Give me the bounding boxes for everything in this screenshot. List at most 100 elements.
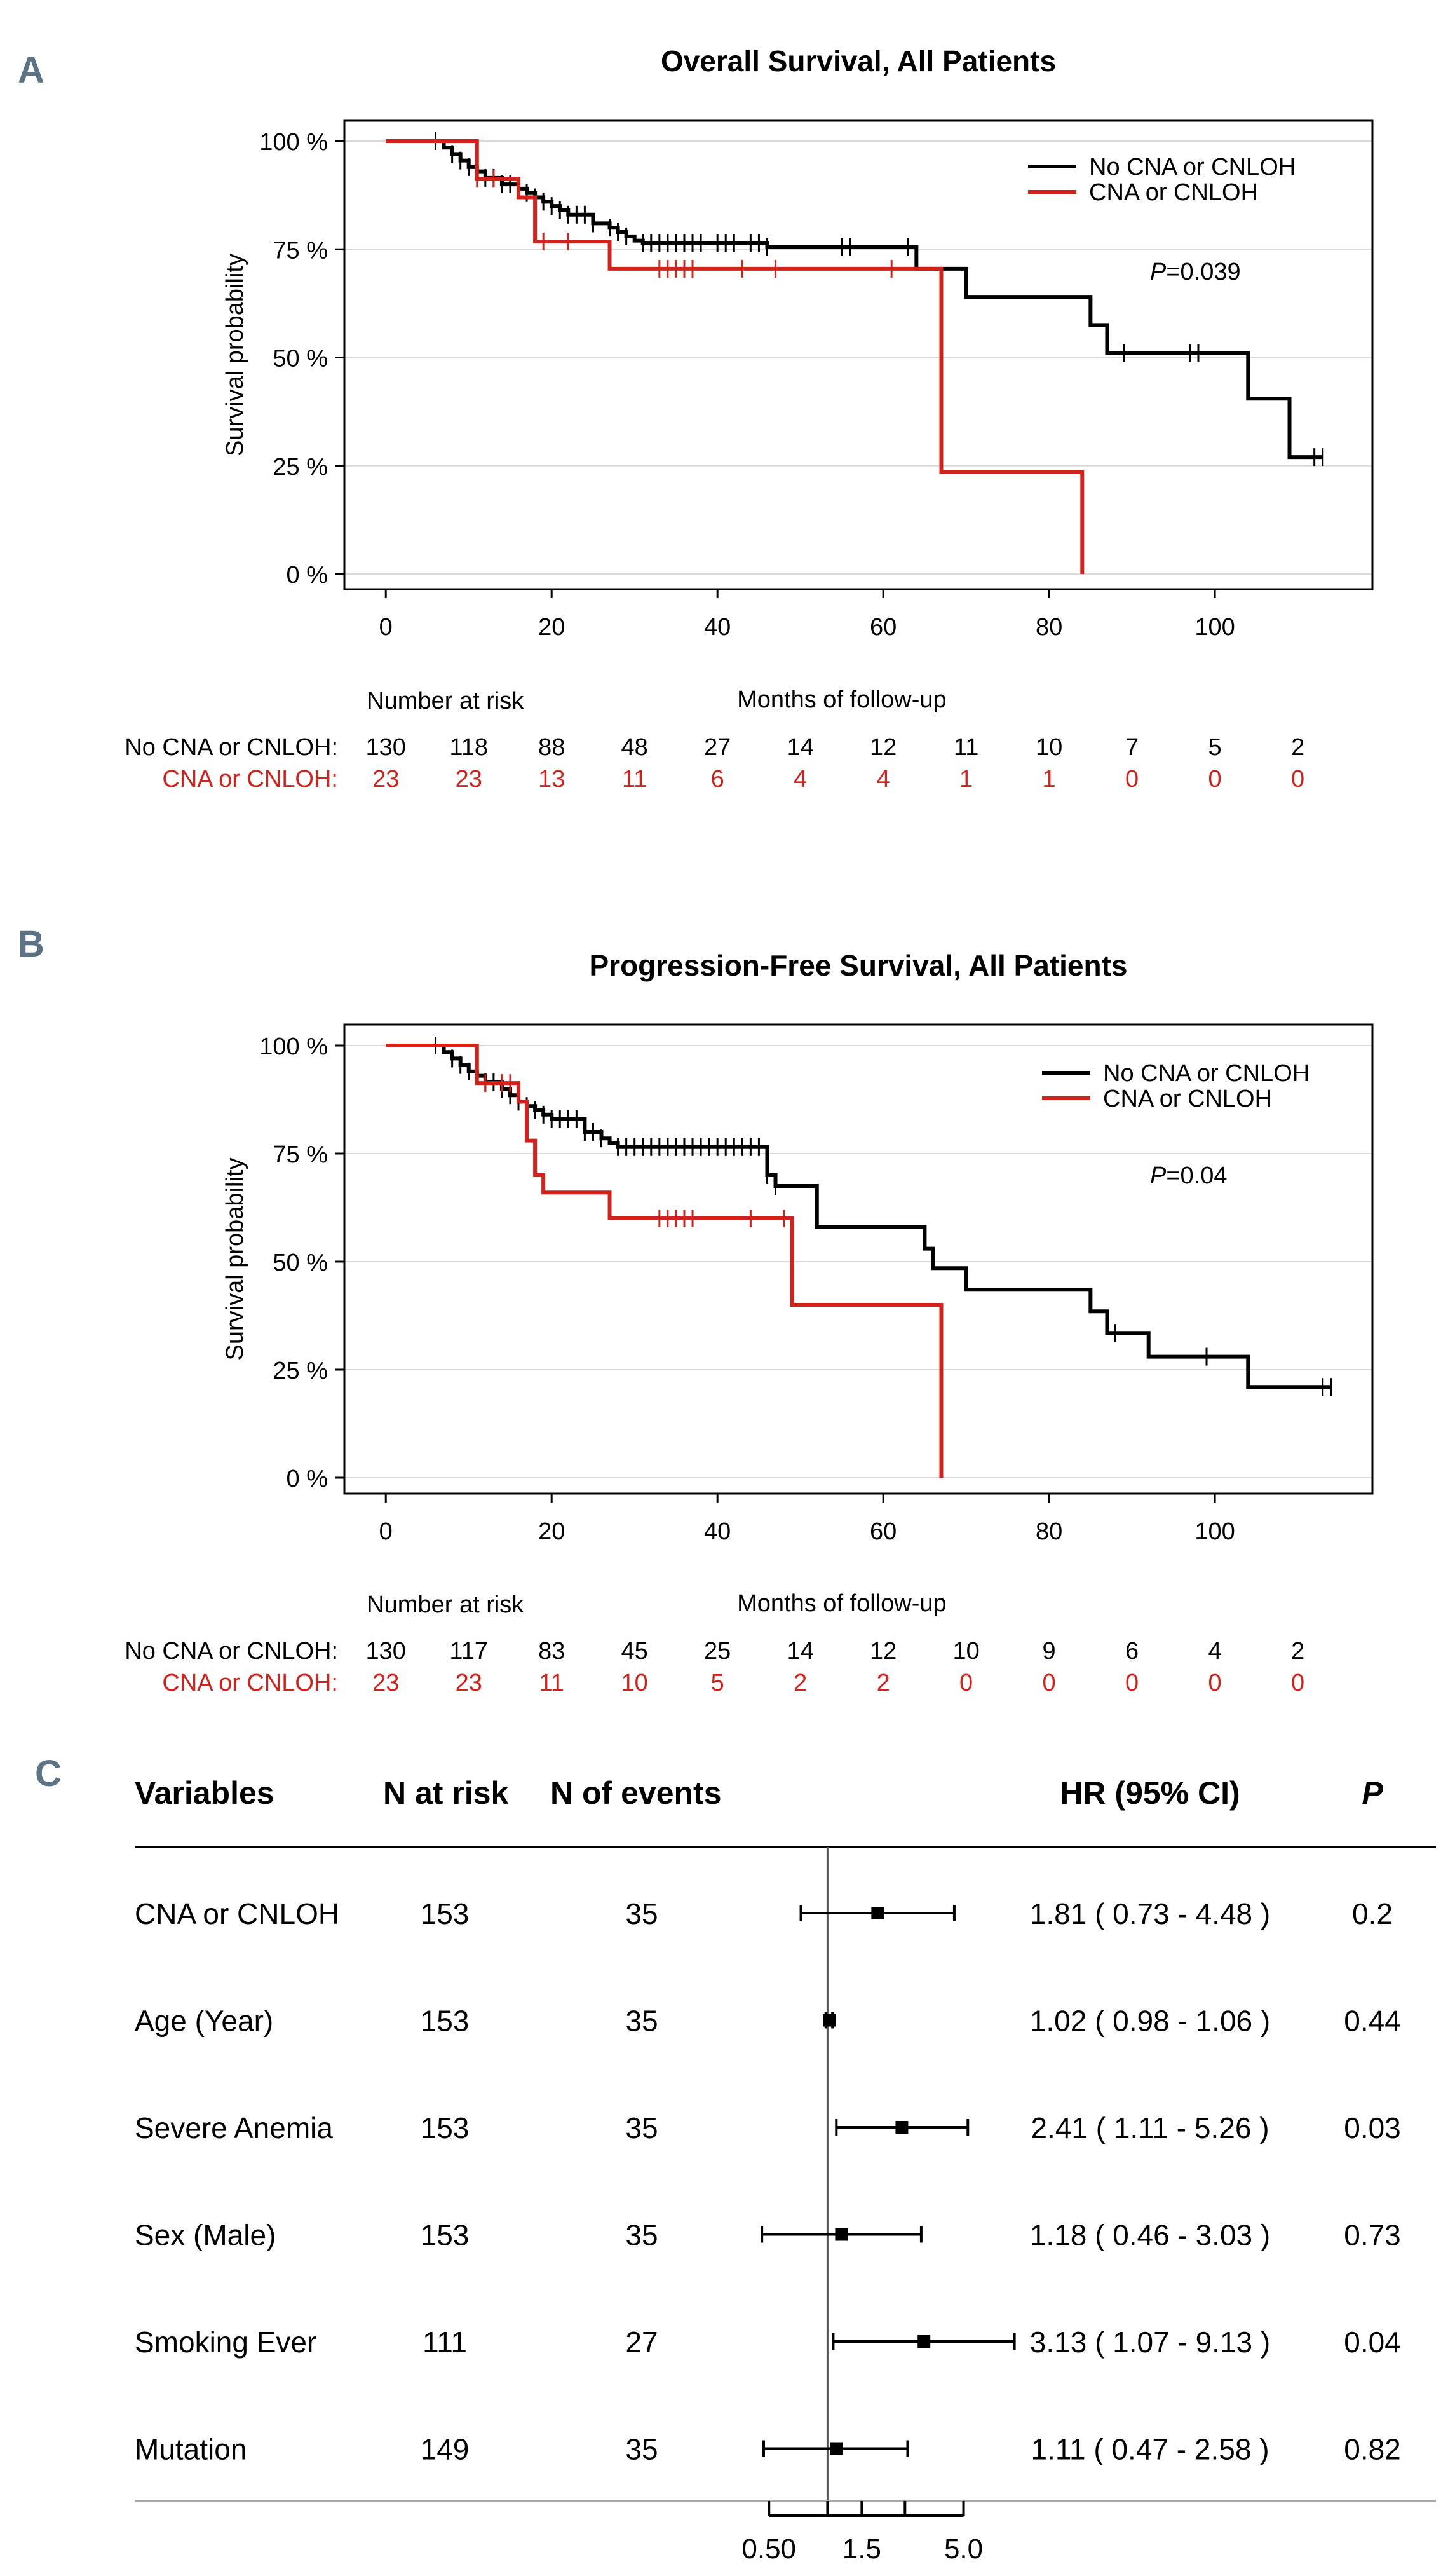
hr-point [823,2014,836,2027]
risk-count: 13 [538,766,565,793]
row-hr-ci: 2.41 ( 1.11 - 5.26 ) [1031,2111,1269,2144]
risk-count: 0 [1125,766,1139,793]
header-p: P [1362,1775,1383,1811]
risk-count: 0 [1291,1670,1304,1696]
y-tick-label: 25 % [273,1358,328,1384]
risk-count: 10 [1036,734,1062,761]
risk-count: 9 [1043,1638,1056,1665]
forest-row: Smoking Ever 111 27 3.13 ( 1.07 - 9.13 ) 0.0… [135,2326,1401,2359]
row-n-events: 35 [625,2005,658,2038]
risk-count: 0 [1208,766,1222,793]
row-hr-ci: 1.02 ( 0.98 - 1.06 ) [1030,2005,1270,2038]
risk-count: 23 [456,766,482,793]
row-n-risk: 149 [421,2433,470,2466]
y-tick-label: 75 % [273,237,328,264]
series-cna [386,139,1085,574]
risk-count: 4 [1208,1638,1222,1665]
forest-row: Mutation 149 35 1.11 ( 0.47 - 2.58 ) 0.82 [135,2433,1401,2466]
y-tick-label: 75 % [273,1141,328,1168]
hr-point [917,2335,931,2348]
row-variable: Severe Anemia [135,2111,333,2144]
x-tick-label: 40 [704,1518,731,1545]
km-panel-a: A Overall Survival, All Patients 0 % 25 % 5 0… [18,44,1374,793]
p-value: P=0.039 [1150,259,1241,285]
risk-count: 0 [1043,1670,1056,1696]
row-p: 0.82 [1344,2433,1401,2466]
y-tick-label: 0 % [287,562,328,589]
legend-label: No CNA or CNLOH [1103,1060,1310,1087]
panel-letter: A [18,50,44,91]
risk-count: 6 [1125,1638,1139,1665]
chart-title: Overall Survival, All Patients [661,44,1056,78]
header-variables: Variables [135,1775,274,1811]
row-p: 0.73 [1344,2219,1401,2252]
risk-count: 14 [787,1638,814,1665]
risk-count: 118 [449,734,488,761]
risk-count: 2 [1291,734,1304,761]
risk-count: 23 [372,766,399,793]
forest-plot: C Variables N at risk N of events HR (95% CI… [35,1753,1436,2565]
risk-count: 10 [952,1638,979,1665]
row-variable: Mutation [135,2433,247,2466]
row-n-risk: 153 [421,2005,470,2038]
row-variable: CNA or CNLOH [135,1897,339,1930]
risk-table-header: Number at risk [367,1591,524,1618]
forest-x-tick-label: 0.50 [741,2533,796,2565]
risk-table-header: Number at risk [367,688,524,714]
row-p: 0.2 [1352,1897,1393,1930]
risk-count: 0 [1125,1670,1139,1696]
legend-label: CNA or CNLOH [1089,179,1258,206]
x-axis-label: Months of follow-up [737,1590,947,1617]
row-variable: Sex (Male) [135,2219,276,2252]
risk-count: 12 [870,1638,897,1665]
chart-title: Progression-Free Survival, All Patients [589,949,1127,982]
x-tick-label: 0 [379,614,393,641]
forest-row: CNA or CNLOH 153 35 1.81 ( 0.73 - 4.48 ) 0.2 [135,1897,1393,1930]
header-hr: HR (95% CI) [1060,1775,1240,1811]
panel-letter: B [18,923,44,965]
row-variable: Smoking Ever [135,2326,316,2359]
risk-row-label: CNA or CNLOH: [162,766,338,793]
row-p: 0.03 [1344,2111,1401,2144]
risk-count: 12 [870,734,897,761]
risk-count: 45 [621,1638,648,1665]
row-hr-ci: 1.11 ( 0.47 - 2.58 ) [1031,2433,1269,2466]
risk-count: 14 [787,734,814,761]
p-symbol: P [1150,259,1167,285]
x-tick-label: 40 [704,614,731,641]
risk-count: 10 [621,1670,648,1696]
y-tick-label: 100 % [259,1033,328,1060]
p-number: =0.039 [1166,259,1240,285]
row-n-events: 35 [625,1897,658,1930]
risk-count: 11 [539,1670,564,1696]
risk-count: 2 [1291,1638,1304,1665]
header-n-risk: N at risk [383,1775,509,1811]
x-tick-label: 100 [1194,614,1235,641]
risk-count: 5 [1208,734,1222,761]
risk-count: 25 [704,1638,731,1665]
y-tick-label: 100 % [259,129,328,156]
risk-count: 7 [1125,734,1139,761]
risk-count: 117 [449,1638,488,1665]
risk-count: 48 [621,734,648,761]
forest-x-tick-label: 5.0 [944,2533,983,2565]
risk-count: 2 [794,1670,807,1696]
panel-letter: C [35,1753,62,1794]
risk-count: 5 [711,1670,724,1696]
forest-row: Severe Anemia 153 35 2.41 ( 1.11 - 5.26 ) 0.… [135,2111,1401,2144]
risk-count: 130 [366,734,406,761]
row-n-events: 35 [625,2433,658,2466]
x-tick-label: 0 [379,1518,393,1545]
x-tick-label: 20 [538,614,565,641]
y-axis-label: Survival probability [222,254,248,456]
row-n-events: 35 [625,2219,658,2252]
y-tick-label: 25 % [273,454,328,480]
survival-curve [386,1044,944,1478]
risk-count: 11 [622,766,647,793]
risk-count: 0 [959,1670,973,1696]
risk-count: 4 [877,766,890,793]
y-axis-label: Survival probability [222,1158,248,1361]
risk-count: 27 [704,734,731,761]
plot-frame [343,119,1374,590]
x-tick-label: 80 [1036,1518,1062,1545]
